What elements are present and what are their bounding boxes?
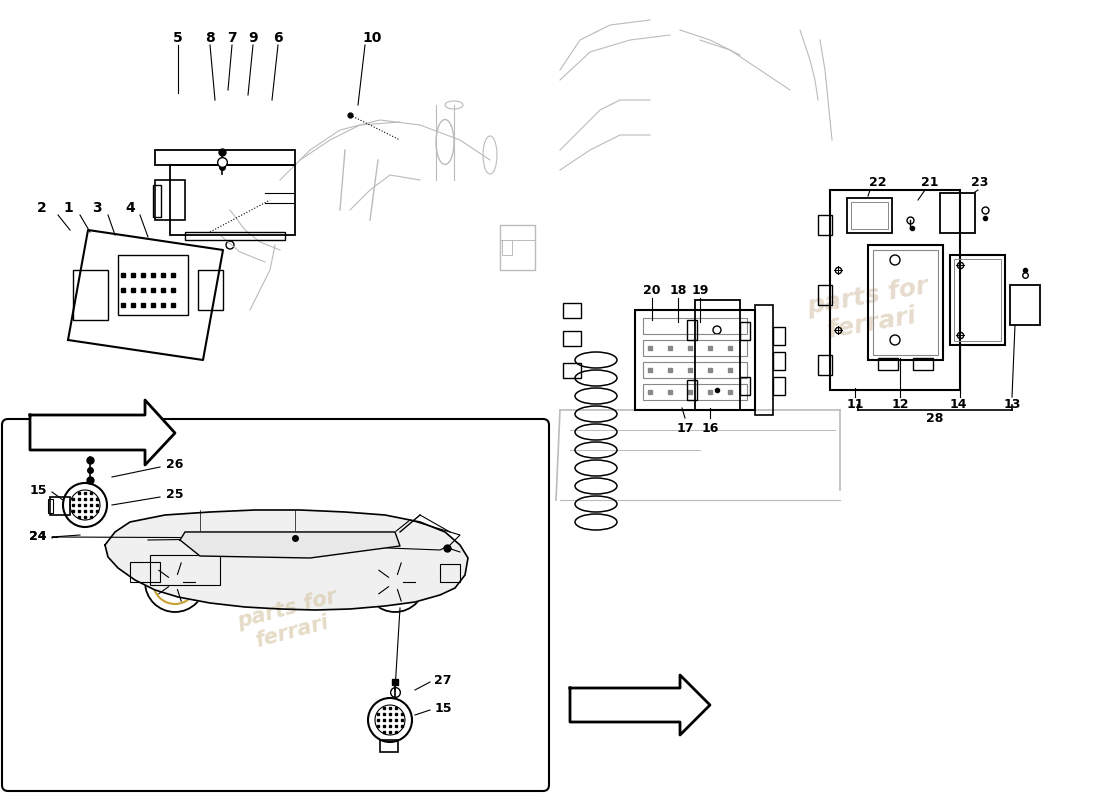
Bar	[740, 322, 750, 340]
Bar	[755, 305, 773, 415]
Text: 24: 24	[30, 530, 46, 543]
Bar	[198, 270, 223, 310]
Text: 15: 15	[434, 702, 452, 714]
Bar	[73, 270, 108, 320]
Bar	[773, 327, 785, 345]
Bar	[153, 185, 161, 217]
Bar	[740, 377, 750, 395]
Bar	[950, 255, 1005, 345]
Bar	[635, 310, 755, 410]
Bar	[644, 384, 747, 400]
Bar	[940, 193, 975, 233]
Text: 24: 24	[30, 530, 46, 543]
Text: 26: 26	[166, 458, 184, 471]
Text: 1: 1	[63, 201, 73, 215]
Bar	[48, 499, 53, 513]
Polygon shape	[30, 400, 175, 465]
Text: 2: 2	[37, 201, 47, 215]
Text: 3: 3	[92, 201, 102, 215]
Bar	[563, 363, 581, 378]
Text: 5: 5	[173, 31, 183, 45]
Bar	[847, 198, 892, 233]
Bar	[688, 380, 697, 400]
Text: 25: 25	[166, 489, 184, 502]
Bar	[954, 259, 1001, 341]
Bar	[379, 740, 398, 752]
Bar	[150, 555, 220, 585]
Bar	[170, 165, 295, 235]
Bar	[873, 250, 938, 355]
Bar	[773, 377, 785, 395]
Text: 6: 6	[273, 31, 283, 45]
Bar	[818, 285, 832, 305]
Polygon shape	[104, 510, 467, 610]
Bar	[695, 300, 740, 410]
Polygon shape	[68, 230, 223, 360]
Bar	[851, 202, 888, 229]
Text: 18: 18	[669, 283, 686, 297]
Text: 15: 15	[30, 483, 46, 497]
Text: 20: 20	[644, 283, 661, 297]
Text: 14: 14	[949, 398, 967, 411]
Text: parts for
ferrari: parts for ferrari	[234, 586, 345, 654]
Bar	[818, 215, 832, 235]
Text: 8: 8	[205, 31, 214, 45]
Text: 28: 28	[926, 411, 944, 425]
Bar	[1010, 285, 1040, 325]
Bar	[502, 240, 512, 255]
Bar	[913, 358, 933, 370]
Text: 27: 27	[434, 674, 452, 686]
Bar	[130, 562, 159, 582]
Bar	[644, 362, 747, 378]
Text: parts for
ferrari: parts for ferrari	[805, 274, 935, 346]
Bar	[644, 340, 747, 356]
Bar	[185, 232, 285, 240]
Bar	[155, 180, 185, 220]
Text: 13: 13	[1003, 398, 1021, 411]
Text: 16: 16	[702, 422, 718, 434]
Bar	[155, 150, 295, 165]
Bar	[818, 355, 832, 375]
Text: 7: 7	[228, 31, 236, 45]
Text: 22: 22	[869, 177, 887, 190]
Bar	[118, 255, 188, 315]
Bar	[440, 564, 460, 582]
Text: 10: 10	[362, 31, 382, 45]
Bar	[878, 358, 898, 370]
Polygon shape	[570, 675, 710, 735]
Text: 19: 19	[691, 283, 708, 297]
Text: 23: 23	[971, 177, 989, 190]
Bar	[563, 303, 581, 318]
Bar	[563, 331, 581, 346]
Text: 9: 9	[249, 31, 257, 45]
Bar	[644, 318, 747, 334]
Text: 11: 11	[846, 398, 864, 411]
Bar	[500, 225, 535, 270]
Text: 12: 12	[891, 398, 909, 411]
FancyBboxPatch shape	[2, 419, 549, 791]
Text: 21: 21	[922, 177, 938, 190]
Bar	[830, 190, 960, 390]
Bar	[688, 320, 697, 340]
Bar	[50, 497, 70, 515]
Text: 17: 17	[676, 422, 694, 434]
Polygon shape	[180, 532, 400, 558]
Bar	[868, 245, 943, 360]
Bar	[773, 352, 785, 370]
Text: 4: 4	[125, 201, 135, 215]
